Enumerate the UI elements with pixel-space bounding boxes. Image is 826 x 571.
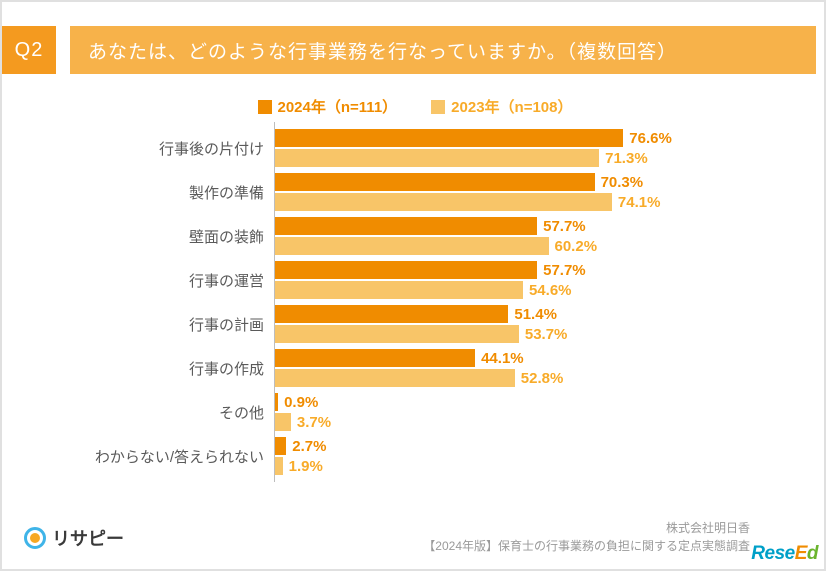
category-label: 行事後の片付け: [70, 138, 274, 159]
bar-group: 76.6% 71.3%: [274, 126, 774, 170]
bar-value: 60.2%: [555, 238, 598, 255]
brand-logo: リサピー: [24, 525, 124, 551]
bar-value: 51.4%: [514, 306, 557, 323]
bar-value: 2.7%: [292, 438, 326, 455]
chart-legend: 2024年（n=111） 2023年（n=108）: [2, 96, 826, 117]
bar-wrap: 57.7%: [274, 261, 774, 279]
bar-value: 54.6%: [529, 282, 572, 299]
bar-wrap: 70.3%: [274, 173, 774, 191]
bar-wrap: 51.4%: [274, 305, 774, 323]
chart-row: その他 0.9% 3.7%: [70, 390, 774, 434]
bar: [274, 261, 537, 279]
bar: [274, 325, 519, 343]
legend-item: 2023年（n=108）: [431, 96, 572, 117]
legend-swatch: [431, 100, 445, 114]
bar-wrap: 2.7%: [274, 437, 774, 455]
bar-value: 3.7%: [297, 414, 331, 431]
bar: [274, 237, 549, 255]
axis-line: [274, 430, 275, 482]
bar-value: 0.9%: [284, 394, 318, 411]
bar-wrap: 44.1%: [274, 349, 774, 367]
bar-wrap: 0.9%: [274, 393, 774, 411]
legend-swatch: [258, 100, 272, 114]
category-label: 行事の運営: [70, 270, 274, 291]
bar-value: 74.1%: [618, 194, 661, 211]
bar-group: 70.3% 74.1%: [274, 170, 774, 214]
bar-wrap: 53.7%: [274, 325, 774, 343]
legend-label: 2023年（n=108）: [451, 96, 572, 117]
bar: [274, 149, 599, 167]
bar: [274, 193, 612, 211]
bar-wrap: 76.6%: [274, 129, 774, 147]
bar-group: 0.9% 3.7%: [274, 390, 774, 434]
bar-chart: 行事後の片付け76.6%71.3%製作の準備70.3%74.1%壁面の装飾57.…: [70, 126, 774, 478]
category-label: 壁面の装飾: [70, 226, 274, 247]
source-line: 【2024年版】保育士の行事業務の負担に関する定点実態調査: [423, 537, 750, 555]
bar: [274, 437, 286, 455]
chart-row: 行事の運営 57.7% 54.6%: [70, 258, 774, 302]
bar: [274, 217, 537, 235]
bar: [274, 369, 515, 387]
bar: [274, 129, 623, 147]
bar-group: 57.7% 54.6%: [274, 258, 774, 302]
bar-value: 57.7%: [543, 262, 586, 279]
bar-wrap: 60.2%: [274, 237, 774, 255]
bar-wrap: 54.6%: [274, 281, 774, 299]
logo-text: リサピー: [52, 525, 124, 551]
chart-row: 壁面の装飾 57.7% 60.2%: [70, 214, 774, 258]
category-label: 行事の作成: [70, 358, 274, 379]
bar-group: 57.7% 60.2%: [274, 214, 774, 258]
question-header: Q2 あなたは、どのような行事業務を行なっていますか。（複数回答）: [2, 26, 816, 74]
legend-item: 2024年（n=111）: [258, 96, 398, 117]
bar-wrap: 57.7%: [274, 217, 774, 235]
bar: [274, 173, 595, 191]
question-tag: Q2: [2, 26, 56, 74]
question-title: あなたは、どのような行事業務を行なっていますか。（複数回答）: [70, 26, 816, 74]
bar: [274, 413, 291, 431]
bar-value: 44.1%: [481, 350, 524, 367]
bar: [274, 457, 283, 475]
category-label: 製作の準備: [70, 182, 274, 203]
bar-value: 53.7%: [525, 326, 568, 343]
bar-value: 71.3%: [605, 150, 648, 167]
bar-wrap: 71.3%: [274, 149, 774, 167]
bar-value: 76.6%: [629, 130, 672, 147]
bar-value: 57.7%: [543, 218, 586, 235]
chart-row: 行事の作成 44.1% 52.8%: [70, 346, 774, 390]
category-label: その他: [70, 402, 274, 423]
bar-group: 51.4% 53.7%: [274, 302, 774, 346]
bar-value: 1.9%: [289, 458, 323, 475]
bar-wrap: 1.9%: [274, 457, 774, 475]
bar: [274, 349, 475, 367]
legend-label: 2024年（n=111）: [278, 96, 398, 117]
bar-value: 70.3%: [601, 174, 644, 191]
bar-wrap: 74.1%: [274, 193, 774, 211]
watermark: ReseEd: [751, 543, 818, 565]
bar-wrap: 52.8%: [274, 369, 774, 387]
bar: [274, 305, 508, 323]
source-line: 株式会社明日香: [423, 519, 750, 537]
chart-row: 製作の準備 70.3% 74.1%: [70, 170, 774, 214]
bar-group: 2.7% 1.9%: [274, 434, 774, 478]
chart-row: わからない/答えられない 2.7% 1.9%: [70, 434, 774, 478]
bar-value: 52.8%: [521, 370, 564, 387]
bar-group: 44.1% 52.8%: [274, 346, 774, 390]
category-label: 行事の計画: [70, 314, 274, 335]
chart-row: 行事の計画 51.4% 53.7%: [70, 302, 774, 346]
bar-wrap: 3.7%: [274, 413, 774, 431]
chart-row: 行事後の片付け 76.6% 71.3%: [70, 126, 774, 170]
bar: [274, 281, 523, 299]
logo-icon: [24, 527, 46, 549]
category-label: わからない/答えられない: [70, 446, 274, 467]
source-credit: 株式会社明日香 【2024年版】保育士の行事業務の負担に関する定点実態調査: [423, 519, 750, 555]
